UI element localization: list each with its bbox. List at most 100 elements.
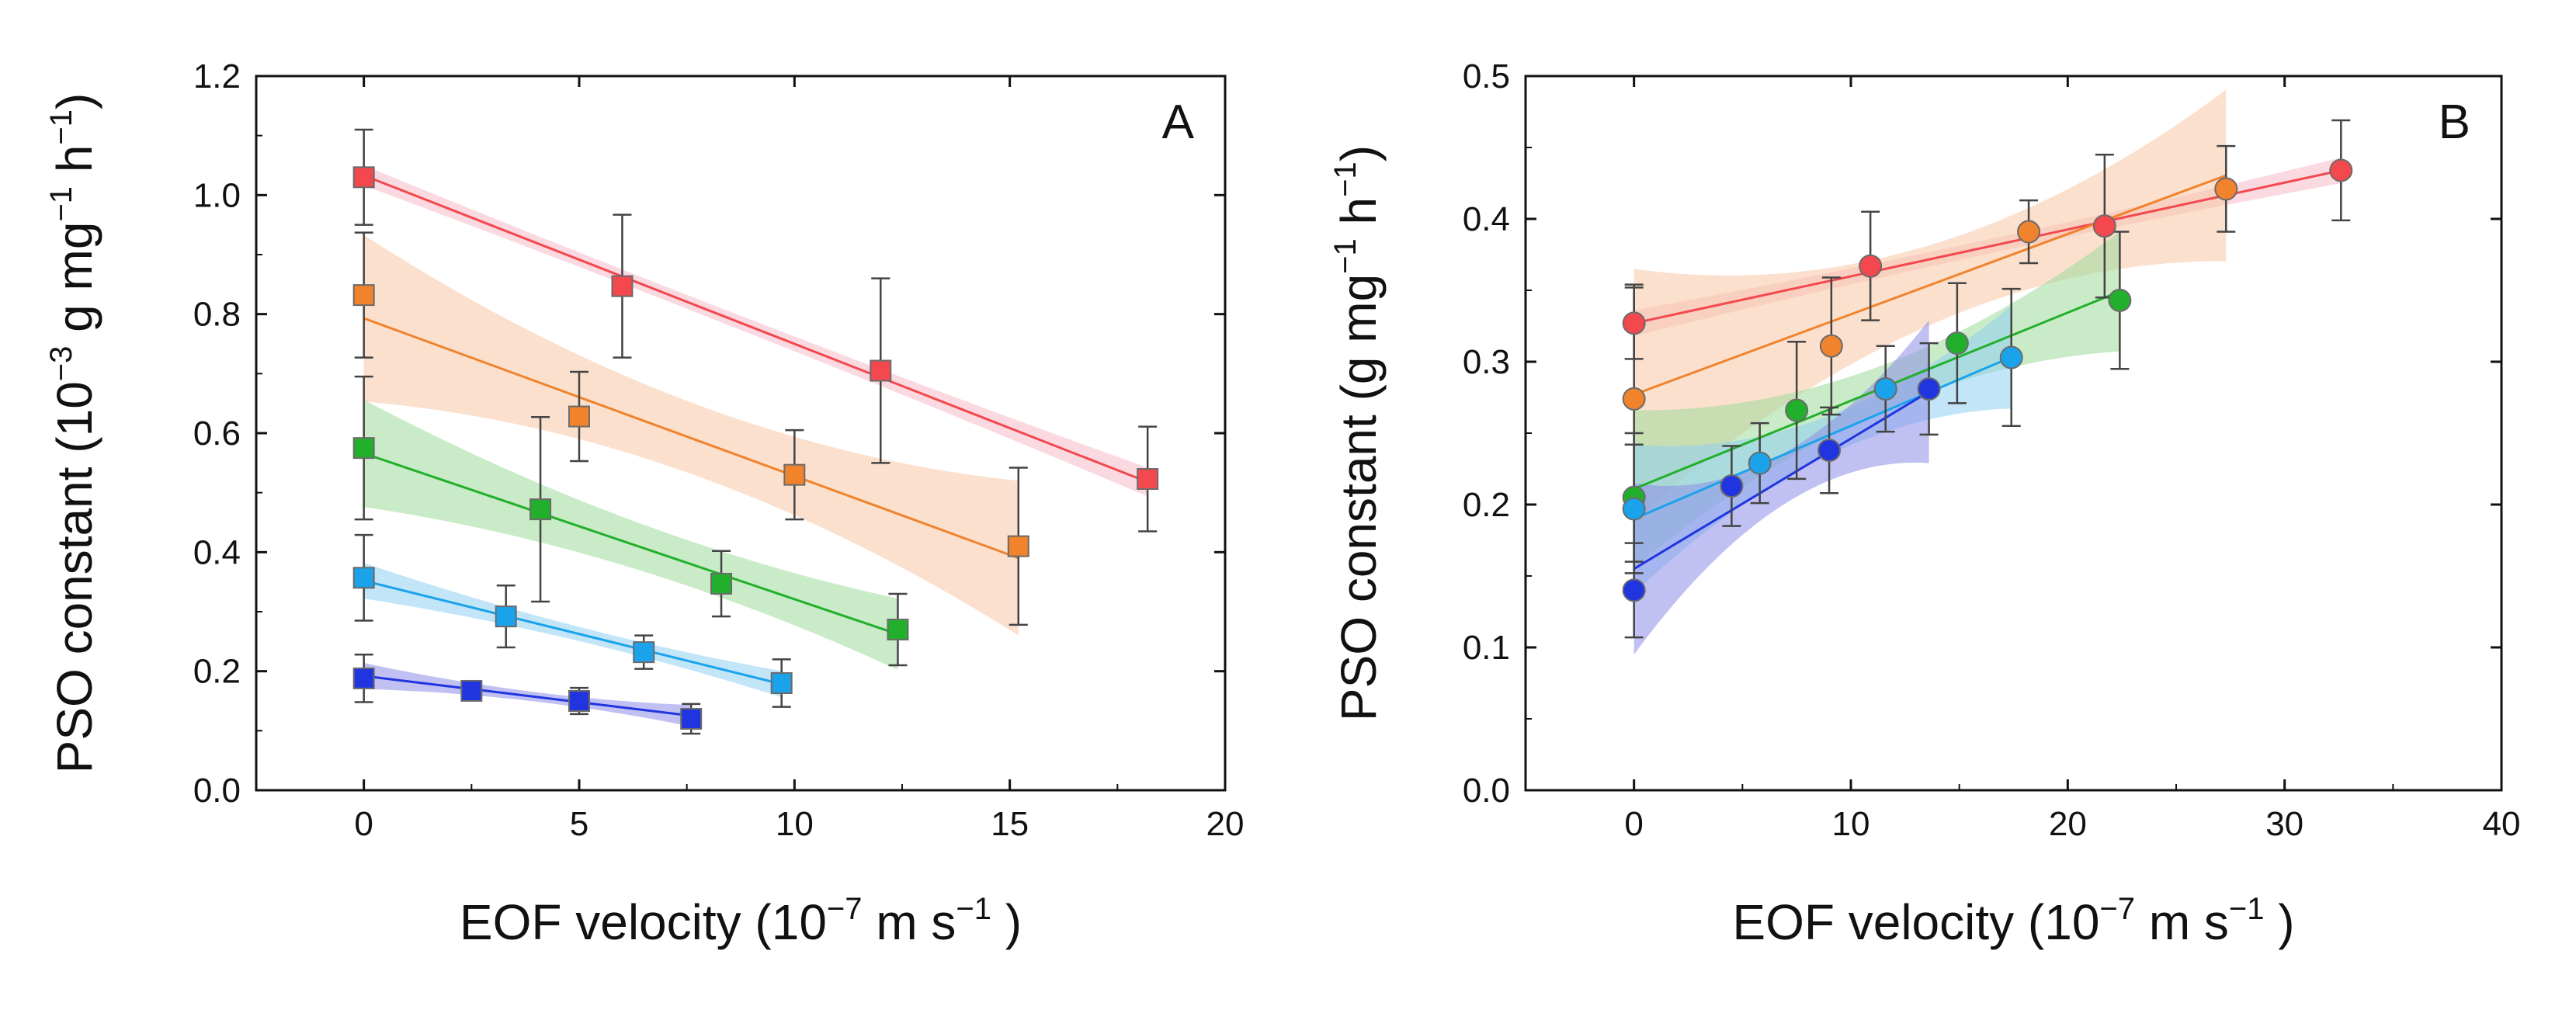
y-axis-title-text: h: [1331, 197, 1387, 238]
x-axis-title-text: ): [2265, 894, 2295, 950]
y-tick-label: 0.6: [193, 415, 241, 453]
data-point-red: [1137, 468, 1159, 491]
data-point-green: [2108, 288, 2132, 312]
data-point-light-blue: [352, 567, 375, 589]
fit-line-light-blue: [363, 579, 783, 685]
data-point-orange: [2214, 177, 2238, 201]
data-point-blue: [352, 667, 375, 689]
y-tick-label: 0.0: [193, 772, 241, 810]
fit-line-light-blue: [1633, 356, 2012, 520]
data-point-orange: [1819, 334, 1843, 358]
y-axis-title-text: ): [1331, 145, 1387, 161]
y-axis-title-superscript: −1: [1328, 238, 1363, 274]
fit-lines: [363, 174, 1148, 717]
confidence-bands: [363, 165, 1148, 727]
x-tick-label: 40: [2483, 805, 2521, 843]
data-point-green: [352, 437, 375, 460]
y-tick-label: 0.2: [193, 653, 241, 691]
data-point-green: [887, 619, 909, 640]
y-tick-label: 0.8: [193, 296, 241, 334]
data-point-green: [1945, 331, 1969, 356]
x-tick-label: 15: [991, 805, 1029, 843]
x-axis-title: EOF velocity (10−7 m s−1 ): [460, 892, 1022, 950]
data-point-light-blue: [770, 672, 793, 694]
x-axis-title-superscript: −7: [2099, 892, 2135, 926]
confidence-band-light-blue: [363, 563, 782, 698]
x-axis: 0 5 10 15 20: [354, 76, 1244, 843]
confidence-band-blue: [363, 662, 692, 727]
x-axis-title-text: m s: [2135, 894, 2229, 950]
y-axis-title-text: ): [47, 93, 102, 109]
y-tick-label: 0.2: [1463, 486, 1510, 524]
confidence-band-blue: [1633, 320, 1929, 655]
y-axis-title-superscript: −1: [1328, 161, 1363, 197]
fit-line-orange: [1633, 174, 2227, 396]
data-point-blue: [1817, 439, 1842, 463]
y-tick-label: 0.4: [1463, 200, 1510, 238]
y-axis: 0.0 0.2 0.4 0.6 0.8 1.0 1.2: [193, 57, 1225, 810]
data-point-orange: [568, 405, 590, 428]
y-tick-label: 0.0: [1463, 772, 1510, 810]
x-axis-title-text: ): [991, 894, 1022, 950]
x-axis: 0 10 20 30 40: [1624, 76, 2520, 843]
data-point-green: [710, 572, 733, 595]
x-tick-label: 30: [2265, 805, 2303, 843]
data-point-red: [611, 275, 634, 297]
y-tick-label: 0.4: [193, 533, 241, 571]
data-point-red: [2092, 214, 2116, 238]
x-tick-label: 0: [354, 805, 373, 843]
fit-line-orange: [363, 317, 1019, 560]
y-axis: 0.0 0.1 0.2 0.3 0.4 0.5: [1463, 57, 2501, 810]
y-axis-title-text: PSO constant (g mg: [1331, 274, 1387, 721]
data-point-green: [1785, 398, 1809, 422]
data-point-red: [1622, 311, 1646, 335]
y-tick-label: 0.5: [1463, 57, 1510, 95]
y-tick-label: 0.1: [1463, 629, 1510, 667]
data-point-orange: [1622, 387, 1646, 411]
data-point-orange: [783, 463, 806, 486]
y-axis-title: PSO constant (10−3 g mg−1 h−1): [44, 93, 102, 774]
x-tick-label: 20: [2049, 805, 2087, 843]
fit-line-green: [363, 452, 898, 636]
data-point-red: [352, 166, 375, 189]
fit-line-blue: [363, 675, 692, 717]
data-point-blue: [680, 708, 703, 730]
data-point-orange: [2017, 220, 2041, 244]
data-point-blue: [460, 679, 483, 702]
y-axis-title-superscript: −3: [44, 346, 78, 382]
data-point-red: [870, 359, 892, 382]
panel-label: B: [2439, 95, 2470, 149]
x-tick-label: 0: [1624, 805, 1643, 843]
panel-b: 0 10 20 30 40 0.0 0.1 0.2 0.3 0.4 0.5 B EOF velocity…: [1328, 57, 2520, 950]
data-point-blue: [1720, 474, 1744, 498]
x-axis-title-superscript: −7: [827, 892, 863, 926]
x-tick-label: 10: [776, 805, 814, 843]
x-axis-title-superscript: −1: [2229, 892, 2265, 926]
x-axis-title-text: EOF velocity (10: [460, 894, 827, 950]
y-axis-title: PSO constant (g mg−1 h−1): [1328, 145, 1387, 721]
y-axis-title-text: g mg: [47, 222, 102, 346]
data-point-blue: [1622, 578, 1646, 602]
fit-line-red: [363, 174, 1148, 484]
y-tick-label: 0.3: [1463, 343, 1510, 381]
x-axis-title-text: EOF velocity (10: [1732, 894, 2099, 950]
data-point-green: [529, 498, 552, 521]
y-axis-title-text: PSO constant (10: [47, 381, 102, 773]
x-tick-label: 5: [570, 805, 588, 843]
data-points: [1622, 158, 2353, 602]
x-tick-label: 20: [1206, 805, 1245, 843]
data-point-light-blue: [495, 605, 517, 628]
data-point-red: [1859, 254, 1883, 278]
y-tick-label: 1.2: [193, 57, 241, 95]
data-point-light-blue: [1622, 497, 1646, 521]
x-axis-title-superscript: −1: [956, 892, 991, 926]
data-point-light-blue: [1873, 376, 1897, 401]
fit-line-blue: [1633, 390, 1930, 571]
panel-label: A: [1162, 95, 1195, 149]
x-tick-label: 10: [1832, 805, 1870, 843]
panel-a: 0 5 10 15 20 0.0 0.2 0.4 0.6 0.8 1.0 1.2 A EOF veloci…: [44, 57, 1244, 950]
data-point-light-blue: [633, 641, 655, 664]
confidence-band-orange: [363, 234, 1019, 636]
y-axis-title-text: h: [47, 145, 102, 186]
